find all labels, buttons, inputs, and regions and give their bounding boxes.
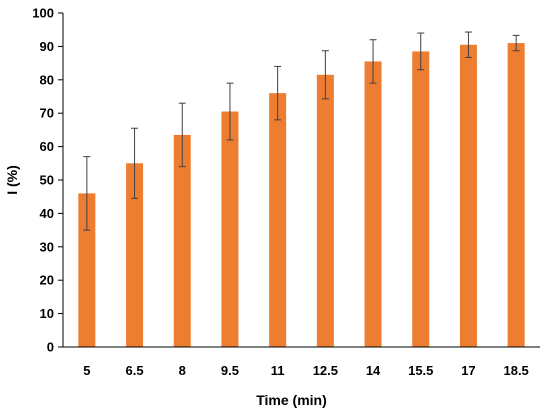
bar xyxy=(459,44,477,347)
y-tick-label: 10 xyxy=(40,306,54,321)
y-tick-label: 60 xyxy=(40,139,54,154)
y-tick-label: 100 xyxy=(32,6,54,21)
bars-group xyxy=(78,43,525,348)
x-tick-label: 17 xyxy=(461,363,475,378)
y-axis-ticks: 0 10 20 30 40 50 60 70 80 90 100 xyxy=(32,6,63,355)
x-tick-label: 15.5 xyxy=(408,363,433,378)
y-tick-label: 70 xyxy=(40,106,54,121)
x-tick-label: 6.5 xyxy=(126,363,144,378)
x-tick-label: 12.5 xyxy=(313,363,338,378)
y-tick-label: 50 xyxy=(40,173,54,188)
y-tick-label: 90 xyxy=(40,39,54,54)
x-axis-title: Time (min) xyxy=(256,392,327,408)
bar xyxy=(269,93,287,347)
bar xyxy=(221,111,239,347)
bar xyxy=(78,193,96,347)
x-tick-label: 18.5 xyxy=(503,363,528,378)
x-tick-label: 5 xyxy=(83,363,90,378)
x-tick-label: 8 xyxy=(179,363,186,378)
y-tick-label: 0 xyxy=(47,340,54,355)
y-tick-label: 80 xyxy=(40,72,54,87)
bar xyxy=(316,74,334,347)
bar xyxy=(173,134,191,347)
bar xyxy=(126,163,144,347)
bar xyxy=(364,61,382,348)
x-tick-label: 11 xyxy=(271,363,285,378)
x-tick-label: 14 xyxy=(366,363,381,378)
bar xyxy=(412,51,430,347)
y-tick-label: 30 xyxy=(40,239,54,254)
error-bars-group xyxy=(83,31,520,231)
y-tick-label: 20 xyxy=(40,273,54,288)
y-axis-title: I (%) xyxy=(4,165,20,195)
x-tick-label: 9.5 xyxy=(221,363,239,378)
y-tick-label: 40 xyxy=(40,206,54,221)
bar xyxy=(507,43,525,348)
x-axis-tick-labels: 5 6.5 8 9.5 11 12.5 14 15.5 17 18.5 xyxy=(83,363,529,378)
